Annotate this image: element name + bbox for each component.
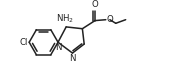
Text: N: N <box>55 43 62 52</box>
Text: O: O <box>92 0 98 9</box>
Text: O: O <box>107 15 113 24</box>
Text: NH$_2$: NH$_2$ <box>56 13 74 25</box>
Text: N: N <box>69 53 76 62</box>
Text: Cl: Cl <box>19 38 28 47</box>
